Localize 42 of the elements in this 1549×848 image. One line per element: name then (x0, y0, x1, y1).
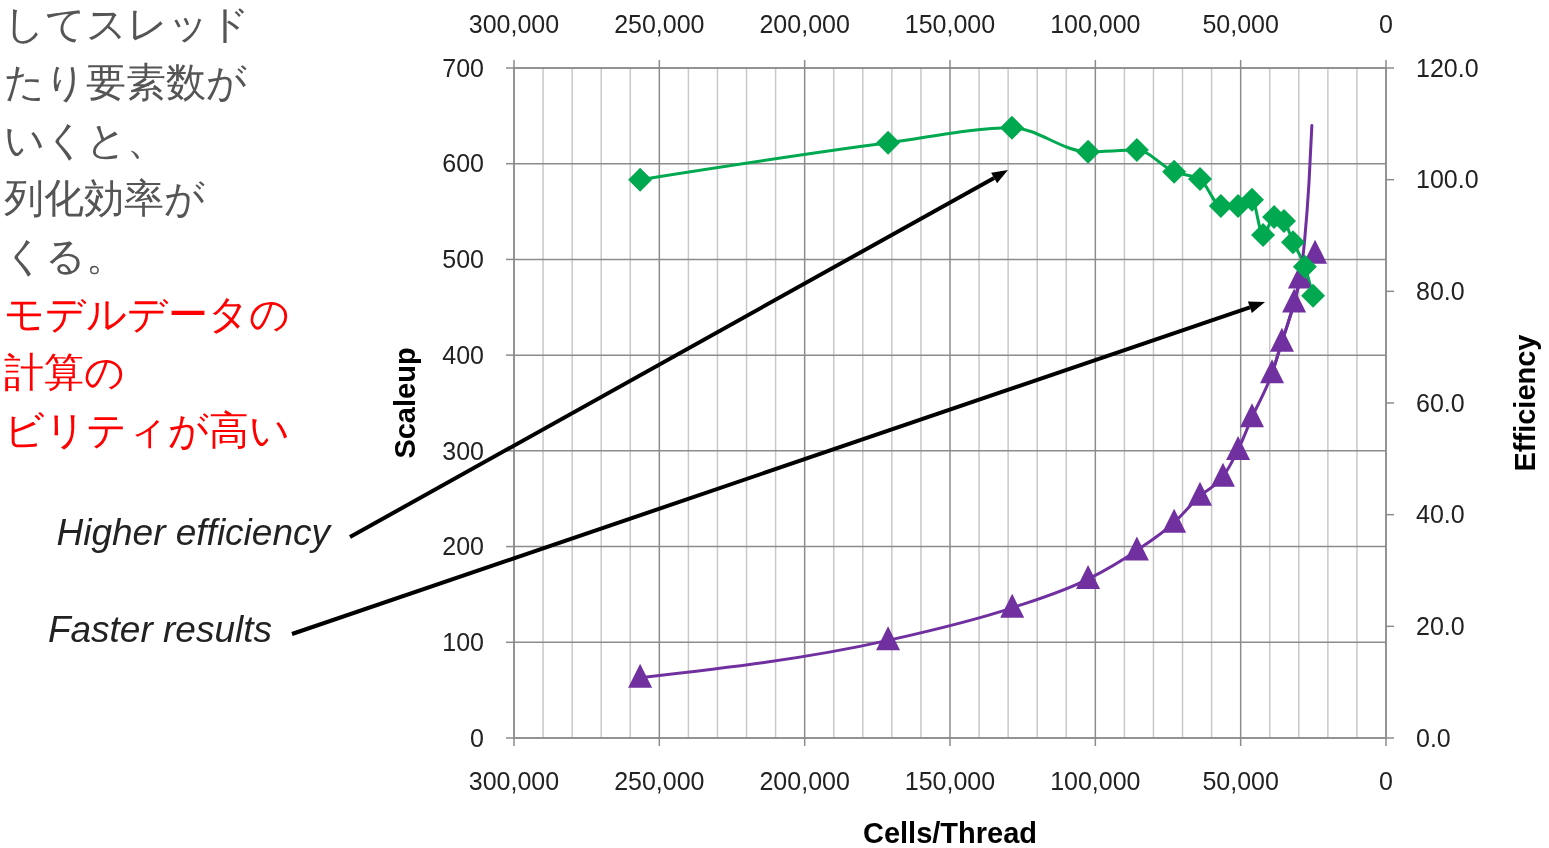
x-tick-label: 250,000 (614, 767, 705, 795)
x2-tick-label: 150,000 (904, 10, 996, 38)
y2-tick-label: 80.0 (1416, 277, 1465, 306)
text: Higher efficiency (56, 512, 333, 553)
text: いくと、 (4, 118, 167, 162)
x-tick-label: 150,000 (904, 767, 996, 795)
text: Faster results (47, 609, 272, 650)
text: してスレッド (4, 2, 250, 46)
y-tick-label: 700 (442, 53, 484, 82)
x2-tick-label: 50,000 (1202, 10, 1279, 38)
y-tick-label: 0 (470, 723, 484, 752)
y-axis-title: Scaleup (389, 347, 421, 459)
y2-axis-title: Efficiency (1509, 334, 1541, 472)
y2-tick-label: 40.0 (1416, 500, 1465, 529)
x-axis-title: Cells/Thread (862, 817, 1038, 848)
x-tick-label: 100,000 (1050, 767, 1141, 795)
y-tick-label: 200 (442, 532, 484, 561)
y-tick-label: 300 (442, 436, 484, 465)
text: たり要素数が (4, 60, 247, 104)
x-tick-label: 200,000 (759, 767, 850, 795)
y-tick-label: 400 (442, 340, 484, 369)
y-tick-label: 600 (442, 149, 484, 178)
y2-tick-label: 0.0 (1416, 723, 1451, 752)
text: モデルデータの (4, 292, 290, 336)
x-tick-label: 300,000 (468, 767, 560, 795)
x2-tick-label: 200,000 (759, 10, 850, 38)
x2-tick-label: 250,000 (614, 10, 705, 38)
text: 計算の (4, 350, 125, 394)
x2-tick-label: 0 (1379, 10, 1393, 38)
x2-tick-label: 100,000 (1050, 10, 1141, 38)
text: くる。 (4, 234, 126, 278)
text: ビリティが高い (4, 408, 290, 452)
y-tick-label: 500 (442, 245, 484, 274)
x-tick-label: 50,000 (1202, 767, 1279, 795)
x2-tick-label: 300,000 (468, 10, 560, 38)
x-tick-label: 0 (1379, 767, 1393, 795)
y2-tick-label: 120.0 (1416, 53, 1479, 82)
y-tick-label: 100 (442, 628, 484, 657)
y2-tick-label: 60.0 (1416, 388, 1465, 417)
y2-tick-label: 100.0 (1416, 165, 1479, 194)
y2-tick-label: 20.0 (1416, 612, 1465, 641)
text: 列化効率が (4, 176, 205, 220)
